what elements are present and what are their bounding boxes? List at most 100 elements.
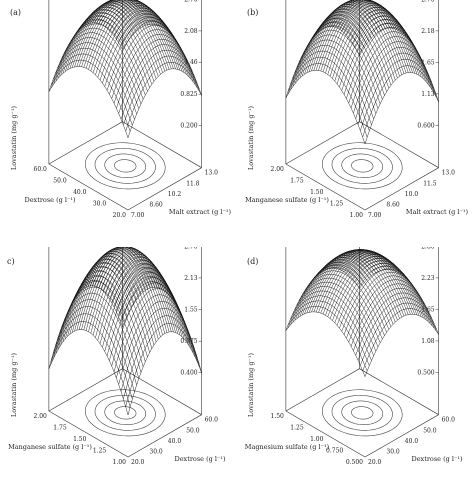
x-tick-label: 2.00 [34, 413, 48, 420]
z-tick-label: 0.825 [180, 91, 197, 98]
z-tick-label: 1.13 [421, 91, 435, 98]
mesh-line [337, 249, 418, 316]
mesh-line [285, 311, 366, 377]
y-tick-label: 8.60 [386, 201, 400, 208]
x-tick-label: 1.00 [350, 212, 364, 219]
y-tick-label: 60.0 [205, 417, 219, 424]
z-tick-label: 0.975 [180, 338, 197, 345]
mesh-line [354, 19, 435, 94]
mesh-line [67, 0, 142, 71]
mesh-line [348, 9, 428, 84]
box-edge [364, 414, 439, 458]
surface-plot-d: (d) 2.80 2.23 1.65 1.08 0.500 1.50 1.25 1.00 0.75… [237, 247, 474, 495]
contour-line [341, 400, 384, 426]
x-tick-label: 1.00 [113, 459, 127, 466]
y-tick-label: 7.00 [368, 212, 382, 219]
mesh-line [294, 257, 369, 321]
mesh-line [294, 11, 369, 84]
z-tick-label: 1.55 [184, 307, 198, 314]
x-tick-label: 60.0 [34, 166, 48, 173]
x-tick-label: 0.500 [346, 459, 363, 466]
mesh-line [65, 276, 146, 362]
box-edge [48, 410, 129, 458]
x-tick-label: 50.0 [53, 178, 67, 185]
box-edge [285, 121, 360, 165]
box-edge [285, 163, 366, 211]
z-axis-label: Lovastatin (mg g⁻¹) [247, 352, 255, 417]
mesh-line [301, 4, 376, 77]
y-tick-label: 20.0 [131, 459, 145, 466]
contour-line [94, 395, 156, 431]
mesh-line [335, 249, 415, 315]
mesh-line [346, 7, 426, 82]
mesh-line [290, 18, 365, 91]
mesh-line [285, 70, 366, 145]
mesh-line [304, 2, 379, 75]
mesh-line [308, 0, 383, 72]
x-tick-label: 20.0 [113, 212, 127, 219]
z-tick-label: 2.13 [184, 275, 198, 282]
mesh-line [64, 255, 139, 340]
mesh-line [357, 266, 437, 332]
y-tick-label: 8.60 [149, 201, 163, 208]
panel-label: (b) [247, 8, 258, 17]
z-tick-label: 1.65 [421, 307, 435, 314]
box-edge [285, 368, 360, 412]
y-tick-label: 40.0 [405, 438, 419, 445]
z-tick-label: 1.46 [184, 59, 198, 66]
mesh-line [55, 12, 130, 82]
mesh-line [116, 39, 191, 109]
mesh-line [297, 8, 372, 81]
z-tick-label: 2.08 [184, 28, 198, 35]
mesh-line [94, 0, 174, 69]
mesh-line [113, 34, 188, 104]
contour-line [84, 389, 166, 437]
mesh-line [107, 3, 187, 75]
mesh-line [69, 250, 144, 335]
panel-label: c) [7, 257, 15, 266]
z-tick-label: 0.400 [180, 370, 197, 377]
mesh-line [341, 3, 422, 78]
z-axis-label: Lovastatin (mg g⁻¹) [10, 105, 18, 170]
x-tick-label: 1.00 [310, 436, 324, 443]
z-tick-label: 2.23 [421, 275, 435, 282]
mesh-line [285, 26, 360, 99]
mesh-line [352, 15, 433, 91]
mesh-line [53, 274, 128, 359]
mesh-line [298, 34, 379, 109]
mesh-line [50, 18, 126, 89]
mesh-line [299, 253, 374, 317]
surface-plot-svg: c) 2.70 2.13 1.55 0.975 0.400 2.00 1.75 1.50 1.25… [7, 247, 226, 466]
mesh-line [333, 0, 413, 73]
x-tick-label: 1.50 [310, 189, 324, 196]
x-tick-label: 1.50 [271, 413, 285, 420]
mesh-line [62, 4, 137, 74]
contour-line [84, 142, 166, 190]
panel-label: (d) [247, 257, 258, 266]
z-tick-label: 0.200 [180, 123, 197, 130]
mesh-line [359, 269, 439, 335]
mesh-line [122, 23, 202, 96]
contour-line [321, 142, 403, 190]
mesh-line [100, 249, 181, 336]
x-axis-label: Magnesium sulfate (g l⁻¹) [245, 443, 330, 451]
contour-line [114, 406, 137, 420]
mesh-line [123, 315, 198, 400]
x-tick-label: 1.50 [73, 436, 87, 443]
mesh-line [64, 2, 139, 72]
x-axis-label: Manganese sulfate (g l⁻¹) [8, 443, 92, 451]
mesh-line [331, 249, 411, 315]
z-tick-label: 2.18 [421, 28, 435, 35]
mesh-line [122, 287, 202, 373]
y-axis-label: Malt extract (g l⁻¹) [169, 208, 232, 216]
mesh-line [92, 251, 167, 336]
surface-mesh [48, 0, 202, 138]
y-axis-label: Dextrose (g l⁻¹) [411, 455, 462, 463]
surface-mesh [285, 0, 439, 145]
surface-mesh [285, 249, 439, 377]
mesh-line [344, 252, 424, 319]
mesh-line [328, 0, 409, 73]
mesh-line [102, 251, 183, 338]
x-tick-label: 1.25 [330, 201, 344, 208]
mesh-line [352, 260, 433, 326]
